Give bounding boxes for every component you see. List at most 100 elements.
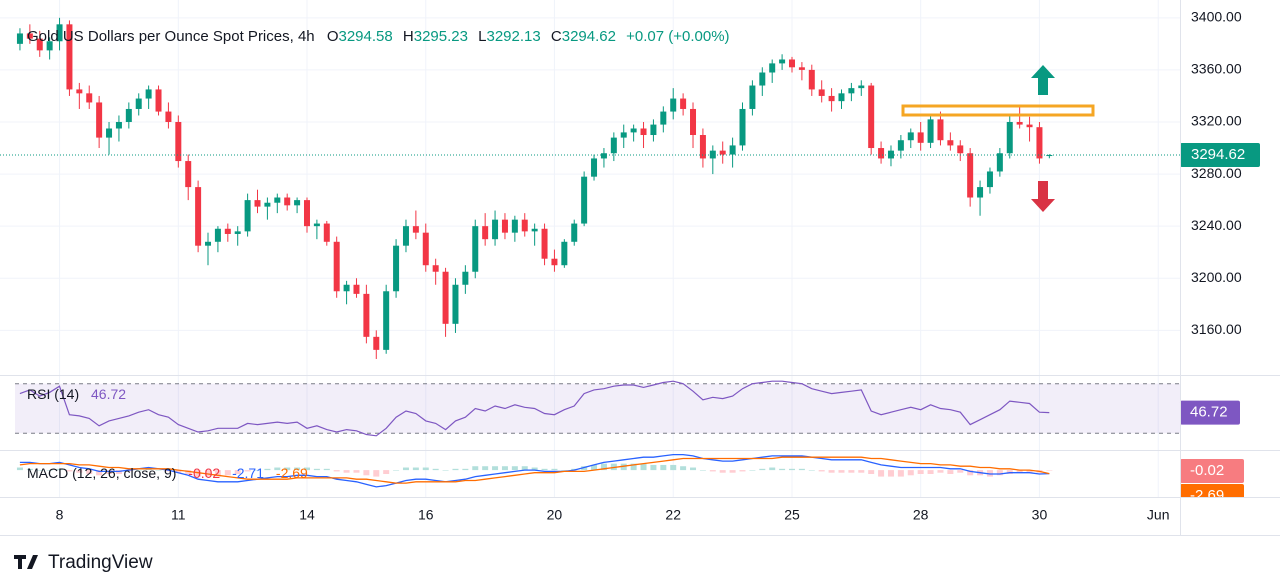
candle-body (808, 69, 815, 90)
macd-histogram-bar (284, 467, 291, 471)
ohlc-value: 3292.13 (486, 28, 540, 45)
macd-histogram-bar (670, 464, 677, 471)
up-arrow (1031, 65, 1055, 95)
candle-body (729, 145, 736, 155)
candle-body (66, 24, 73, 90)
candle-body (56, 24, 63, 42)
macd-histogram-bar (135, 470, 142, 471)
candle-body (333, 241, 340, 292)
x-tick-label: 16 (418, 507, 434, 523)
macd-histogram-bar (185, 470, 192, 474)
macd-signal-badge-label: -2.69 (1190, 487, 1224, 504)
candle-body (769, 63, 776, 73)
macd-histogram-bar (897, 470, 904, 477)
macd-histogram-bar (749, 470, 756, 471)
y-tick-label: 3200.00 (1191, 269, 1242, 285)
candle-body (442, 271, 449, 324)
macd-histogram-bar (917, 470, 924, 474)
macd-hist-value: -0.02 (188, 465, 220, 481)
macd-histogram-bar (155, 470, 162, 471)
macd-hist-badge-label: -0.02 (1190, 462, 1224, 479)
last-price-label: 3294.62 (1191, 146, 1245, 163)
macd-histogram-bar (66, 470, 73, 472)
candle-body (699, 135, 706, 159)
macd-histogram-bar (214, 470, 221, 477)
macd-histogram-bar (422, 467, 429, 471)
candle-body (897, 140, 904, 151)
candle-body (927, 119, 934, 143)
x-tick-label: 14 (299, 507, 315, 523)
candle-body (917, 132, 924, 143)
macd-histogram-bar (818, 470, 825, 472)
candle-body (907, 132, 914, 141)
macd-histogram-bar (680, 466, 687, 471)
candle-body (432, 265, 439, 272)
candle-body (937, 119, 944, 141)
candle-body (1026, 124, 1033, 128)
macd-histogram-bar (323, 468, 330, 471)
candle-body (294, 200, 301, 206)
macd-histogram-bar (779, 468, 786, 471)
macd-histogram-bar (858, 470, 865, 473)
macd-histogram-bar (561, 470, 568, 471)
x-tick-label: 28 (913, 507, 929, 523)
macd-histogram-bar (472, 466, 479, 471)
rsi-legend: RSI (14) 46.72 (27, 386, 126, 402)
macd-histogram-bar (125, 470, 132, 472)
macd-histogram-bar (600, 463, 607, 471)
candle-body (76, 89, 83, 94)
macd-histogram-bar (581, 466, 588, 471)
macd-histogram-bar (808, 470, 815, 471)
macd-line-value: -2.71 (232, 465, 264, 481)
brand: TradingView (48, 552, 153, 573)
macd-histogram-bar (274, 467, 281, 471)
candle-body (46, 41, 53, 51)
candle-body (155, 89, 162, 112)
candle-body (1036, 127, 1043, 159)
candle-body (967, 153, 974, 198)
macd-histogram-bar (1016, 470, 1023, 473)
candle-body (393, 245, 400, 292)
x-tick-label: 22 (665, 507, 681, 523)
candle-body (1006, 121, 1013, 154)
candle-body (452, 284, 459, 324)
candle-body (323, 223, 330, 242)
candle-body (996, 153, 1003, 172)
candle-body (234, 231, 241, 234)
candle-body (660, 111, 667, 125)
macd-histogram-bar (393, 470, 400, 471)
ohlc-label: L (478, 28, 486, 45)
candle-body (284, 197, 291, 206)
macd-histogram-bar (46, 470, 53, 471)
macd-histogram-bar (452, 468, 459, 471)
rsi-line (19, 380, 1050, 437)
macd-histogram-bar (56, 468, 63, 471)
rsi-band (15, 383, 1180, 434)
candle-body (887, 150, 894, 159)
down-arrow (1031, 181, 1055, 212)
macd-histogram-bar (798, 468, 805, 471)
macd-histogram-bar (462, 468, 469, 471)
macd-histogram-bar (106, 470, 113, 474)
candle-body (274, 197, 281, 203)
axes: 3160.00 3200.00 3240.00 3280.00 3320.00 3360.… (56, 9, 1260, 523)
candle-body (561, 241, 568, 266)
candle-body (383, 291, 390, 350)
macd-histogram-bar (482, 466, 489, 471)
candle-body (986, 171, 993, 188)
candle-body (205, 241, 212, 246)
candle-body (838, 93, 845, 102)
rsi-value: 46.72 (91, 386, 126, 402)
macd-histogram-bar (26, 468, 33, 471)
candle-body (165, 111, 172, 122)
candle-body (620, 132, 627, 138)
macd-histogram-bar (442, 470, 449, 471)
macd-histogram-bar (868, 470, 875, 474)
macd-histogram-bar (363, 470, 370, 476)
macd-histogram-bar (501, 466, 508, 471)
signal-line (19, 456, 1050, 484)
macd-histogram-bar (412, 467, 419, 471)
macd-histogram-bar (145, 468, 152, 471)
candle-body (125, 108, 132, 122)
candle-body (36, 38, 43, 51)
